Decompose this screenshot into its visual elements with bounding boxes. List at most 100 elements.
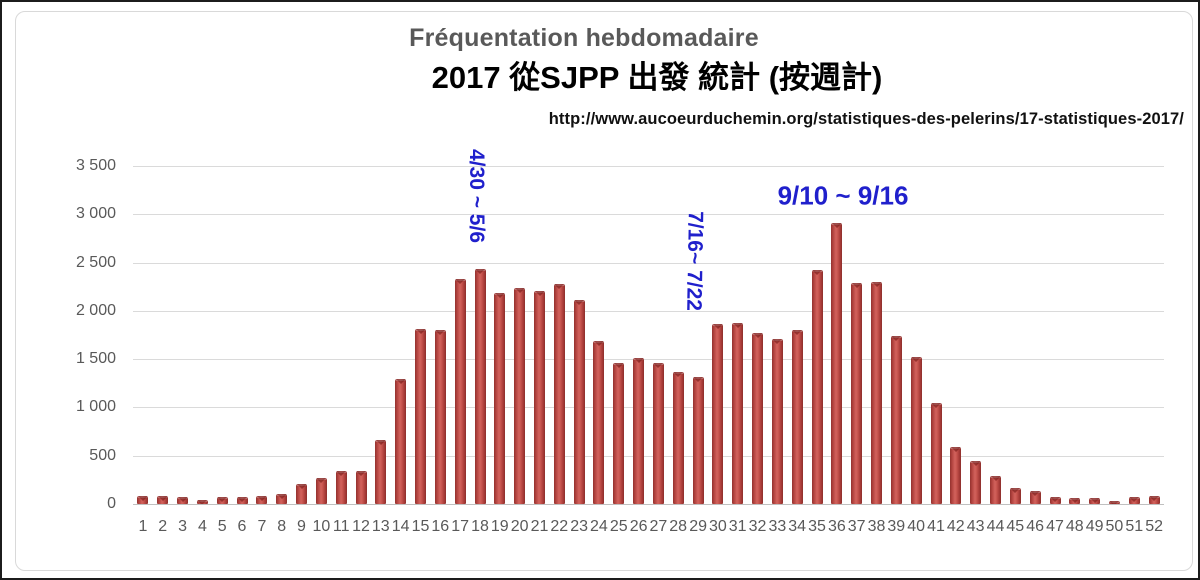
bar-week-8 bbox=[276, 494, 288, 504]
gridline-500 bbox=[133, 456, 1164, 457]
x-axis-tick-label: 27 bbox=[649, 518, 668, 535]
x-axis-tick-label: 17 bbox=[451, 518, 469, 535]
x-axis-tick-label: 51 bbox=[1125, 518, 1144, 535]
bar-week-31 bbox=[732, 323, 744, 504]
bar-week-34 bbox=[791, 330, 803, 504]
x-axis-tick-label: 40 bbox=[907, 518, 926, 535]
bar-week-40 bbox=[910, 357, 922, 504]
bar-week-51 bbox=[1128, 497, 1140, 504]
bar-week-29 bbox=[692, 377, 704, 504]
annotation-peak-week-18: 4/30 ~ 5/6 bbox=[465, 149, 488, 243]
x-axis-tick-label: 5 bbox=[217, 518, 227, 535]
x-axis-tick-label: 12 bbox=[352, 518, 370, 535]
x-axis-tick-label: 20 bbox=[510, 518, 529, 535]
bar-week-42 bbox=[950, 447, 962, 504]
bar-week-32 bbox=[752, 333, 763, 504]
x-axis-tick-label: 16 bbox=[431, 518, 450, 535]
x-axis-tick-label: 21 bbox=[530, 518, 549, 535]
x-axis-tick-label: 32 bbox=[748, 518, 767, 535]
x-axis-tick-label: 23 bbox=[570, 518, 588, 535]
bar-week-39 bbox=[890, 336, 902, 504]
y-axis-tick-label: 2 500 bbox=[75, 254, 116, 271]
bar-week-9 bbox=[296, 484, 307, 504]
bar-week-46 bbox=[1029, 491, 1041, 504]
bar-week-17 bbox=[454, 279, 466, 504]
bar-week-11 bbox=[335, 471, 347, 504]
x-axis-tick-label: 39 bbox=[887, 518, 906, 535]
bar-week-14 bbox=[395, 379, 407, 504]
bar-week-12 bbox=[355, 471, 367, 504]
x-axis-tick-label: 44 bbox=[986, 518, 1005, 535]
x-axis-tick-label: 28 bbox=[669, 518, 688, 535]
y-axis-tick-label: 3 500 bbox=[75, 157, 116, 174]
y-axis-tick-label: 500 bbox=[89, 447, 116, 464]
gridline-2500 bbox=[133, 263, 1164, 264]
bar-week-43 bbox=[970, 461, 982, 504]
x-axis-tick-label: 31 bbox=[728, 518, 747, 535]
x-axis-tick-label: 48 bbox=[1065, 518, 1084, 535]
bar-week-21 bbox=[534, 291, 545, 504]
bar-week-41 bbox=[930, 403, 942, 504]
source-url: http://www.aucoeurduchemin.org/statistiq… bbox=[548, 110, 1184, 128]
x-axis-tick-label: 50 bbox=[1105, 518, 1124, 535]
x-axis-tick-label: 42 bbox=[946, 518, 965, 535]
x-axis-line bbox=[133, 504, 1164, 505]
y-axis-tick-label: 1 500 bbox=[75, 350, 116, 367]
x-axis-tick-label: 38 bbox=[867, 518, 886, 535]
chart-subtitle: 2017 從SJPP 出發 統計 (按週計) bbox=[431, 60, 883, 95]
bar-week-4 bbox=[196, 500, 208, 504]
bar-week-16 bbox=[434, 330, 446, 504]
bar-week-27 bbox=[652, 363, 664, 504]
x-axis-tick-label: 4 bbox=[197, 518, 207, 535]
bar-week-5 bbox=[216, 497, 228, 504]
bar-week-15 bbox=[415, 329, 426, 504]
x-axis-tick-label: 11 bbox=[332, 518, 350, 535]
x-axis-tick-label: 30 bbox=[708, 518, 727, 535]
x-axis-tick-label: 1 bbox=[138, 518, 148, 535]
x-axis-tick-label: 15 bbox=[411, 518, 430, 535]
bar-week-3 bbox=[177, 497, 189, 504]
bar-week-45 bbox=[1009, 488, 1021, 504]
bar-week-26 bbox=[633, 358, 645, 504]
gridline-2000 bbox=[133, 311, 1164, 312]
bar-week-37 bbox=[851, 283, 863, 504]
y-axis-tick-label: 1 000 bbox=[75, 398, 116, 415]
x-axis-tick-label: 19 bbox=[490, 518, 509, 535]
x-axis-tick-label: 14 bbox=[391, 518, 410, 535]
bar-week-24 bbox=[593, 341, 605, 504]
x-axis-tick-label: 43 bbox=[966, 518, 985, 535]
bar-week-1 bbox=[137, 496, 149, 504]
x-axis-tick-label: 10 bbox=[312, 518, 331, 535]
bar-week-30 bbox=[712, 324, 724, 504]
bar-week-52 bbox=[1148, 496, 1160, 504]
x-axis-tick-label: 46 bbox=[1026, 518, 1044, 535]
chart-title: Fréquentation hebdomadaire bbox=[409, 24, 759, 52]
bar-week-7 bbox=[256, 496, 268, 504]
x-axis-tick-label: 8 bbox=[277, 518, 287, 535]
gridline-3500 bbox=[133, 166, 1164, 167]
bar-week-6 bbox=[236, 497, 248, 504]
x-axis-tick-label: 45 bbox=[1006, 518, 1025, 535]
x-axis-tick-label: 24 bbox=[589, 518, 608, 535]
gridline-1000 bbox=[133, 407, 1164, 408]
x-axis-tick-label: 29 bbox=[689, 518, 707, 535]
x-axis-tick-label: 37 bbox=[847, 518, 866, 535]
x-axis-tick-label: 6 bbox=[237, 518, 247, 535]
bar-week-44 bbox=[990, 476, 1001, 504]
x-axis-tick-label: 49 bbox=[1085, 518, 1104, 535]
y-axis-tick-label: 2 000 bbox=[75, 302, 116, 319]
bar-week-33 bbox=[771, 339, 783, 504]
gridline-3000 bbox=[133, 214, 1164, 215]
x-axis-tick-label: 36 bbox=[827, 518, 846, 535]
bar-week-19 bbox=[494, 293, 506, 504]
x-axis-tick-label: 22 bbox=[550, 518, 569, 535]
bar-week-22 bbox=[553, 284, 565, 504]
gridline-1500 bbox=[133, 359, 1164, 360]
annotation-peak-week-36: 9/10 ~ 9/16 bbox=[777, 180, 909, 211]
bar-week-47 bbox=[1049, 497, 1061, 504]
x-axis-tick-label: 9 bbox=[297, 518, 306, 535]
x-axis-tick-label: 3 bbox=[178, 518, 188, 535]
bar-week-25 bbox=[613, 363, 625, 504]
x-axis-tick-label: 52 bbox=[1145, 518, 1163, 535]
